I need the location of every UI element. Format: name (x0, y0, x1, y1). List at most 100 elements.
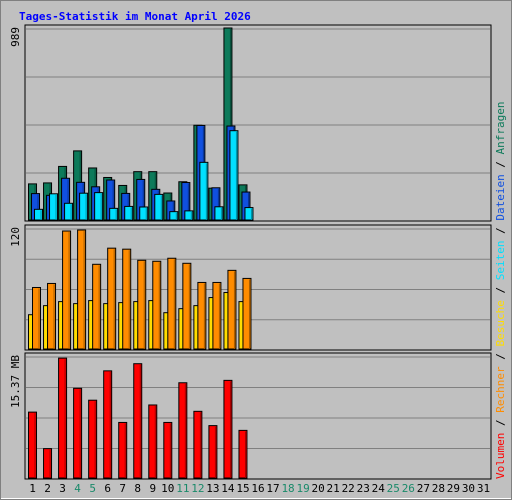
x-axis-day-labels: 1 2 3 4 5 6 7 8 9 10 11 12 13 14 15 16 17 18 19 20 21 22 23 24 2… (29, 482, 490, 495)
x-tick-label-15: 15 (236, 482, 249, 495)
bar-volumen-day-2 (43, 448, 53, 479)
x-tick-label-3: 3 (59, 482, 66, 495)
chart-panels: 989 120 15.37 MB (9, 24, 492, 480)
bar-seiten-day-8 (139, 206, 149, 221)
y-axis-max-label: 989 (9, 27, 22, 47)
bar-rechner-day-14 (227, 269, 237, 350)
x-tick-label-16: 16 (251, 482, 264, 495)
bar-seiten-day-2 (49, 193, 59, 221)
bar-rechner-day-11 (182, 262, 192, 350)
legend-text: Volumen / Rechner / Besuche / Seiten / D… (494, 101, 507, 479)
bar-seiten-day-9 (154, 193, 164, 221)
panel-bottom: 15.37 MB (9, 352, 492, 480)
x-tick-label-22: 22 (342, 482, 355, 495)
bar-volumen-day-14 (223, 379, 233, 479)
bar-volumen-day-8 (133, 363, 143, 479)
bar-seiten-day-10 (169, 211, 179, 221)
bar-volumen-day-12 (193, 410, 203, 479)
bar-seiten-day-1 (34, 208, 44, 221)
legend-item: Rechner (494, 366, 507, 413)
x-tick-label-8: 8 (134, 482, 141, 495)
x-tick-label-4: 4 (74, 482, 81, 495)
x-tick-label-12: 12 (191, 482, 204, 495)
x-tick-label-24: 24 (372, 482, 386, 495)
x-tick-label-26: 26 (402, 482, 415, 495)
x-tick-label-13: 13 (206, 482, 219, 495)
bar-rechner-day-8 (137, 259, 147, 350)
bar-volumen-day-15 (238, 429, 248, 479)
bar-volumen-day-7 (118, 421, 128, 479)
x-tick-label-14: 14 (221, 482, 235, 495)
bar-seiten-day-14 (229, 130, 239, 221)
legend-item: / (494, 347, 507, 367)
bar-seiten-day-11 (184, 210, 194, 221)
legend-item: / (494, 413, 507, 433)
x-tick-label-9: 9 (149, 482, 156, 495)
bar-volumen-day-6 (103, 370, 113, 479)
bar-seiten-day-4 (79, 192, 89, 221)
panel-frame (24, 352, 492, 480)
bar-rechner-day-9 (152, 260, 162, 350)
bar-seiten-day-5 (94, 192, 104, 221)
panel-frame (24, 224, 492, 351)
legend-item: Besuche (494, 300, 507, 346)
bar-seiten-day-13 (214, 206, 224, 221)
bar-volumen-day-5 (88, 399, 98, 479)
legend-item: / (494, 154, 507, 174)
x-tick-label-7: 7 (119, 482, 126, 495)
bar-seiten-day-6 (109, 207, 119, 221)
x-tick-label-11: 11 (176, 482, 189, 495)
bar-volumen-day-10 (163, 421, 173, 479)
x-tick-label-25: 25 (387, 482, 400, 495)
x-tick-label-27: 27 (417, 482, 430, 495)
panel-middle: 120 (9, 224, 492, 351)
bar-rechner-day-1 (32, 286, 42, 350)
bar-rechner-day-5 (92, 263, 102, 350)
x-tick-label-1: 1 (29, 482, 36, 495)
legend-item: Dateien (494, 174, 507, 220)
bar-volumen-day-4 (73, 387, 83, 479)
bar-volumen-day-9 (148, 404, 158, 479)
legend-item: / (494, 221, 507, 241)
x-tick-label-5: 5 (89, 482, 96, 495)
chart-title: Tages-Statistik im Monat April 2026 (19, 10, 251, 23)
x-tick-label-18: 18 (281, 482, 294, 495)
bar-seiten-day-7 (124, 205, 134, 221)
y-axis-max-label: 120 (9, 227, 22, 247)
legend-item: Seiten (494, 241, 507, 281)
bar-seiten-day-3 (64, 202, 74, 221)
x-tick-label-30: 30 (462, 482, 475, 495)
bar-rechner-day-15 (242, 277, 252, 350)
x-tick-label-10: 10 (161, 482, 174, 495)
legend-item: / (494, 280, 507, 300)
y-axis-max-label: 15.37 MB (9, 355, 22, 408)
bar-rechner-day-13 (212, 281, 222, 350)
bar-rechner-day-6 (107, 247, 117, 350)
bar-rechner-day-7 (122, 248, 132, 350)
x-tick-label-23: 23 (357, 482, 370, 495)
bar-rechner-day-3 (62, 230, 72, 350)
bar-seiten-day-15 (244, 207, 254, 221)
bar-volumen-day-1 (28, 411, 38, 479)
panel-top: 989 (9, 24, 492, 222)
panel-frame (24, 24, 492, 222)
legend-item: Anfragen (494, 101, 507, 154)
bar-volumen-day-11 (178, 382, 188, 479)
bar-rechner-day-10 (167, 257, 177, 350)
bar-rechner-day-12 (197, 281, 207, 350)
legend-item: Volumen (494, 433, 507, 479)
x-tick-label-19: 19 (296, 482, 309, 495)
bar-seiten-day-12 (199, 161, 209, 221)
bar-volumen-day-13 (208, 425, 218, 479)
x-tick-label-29: 29 (447, 482, 460, 495)
x-tick-label-28: 28 (432, 482, 445, 495)
x-tick-label-31: 31 (477, 482, 490, 495)
right-legend: Volumen / Rechner / Besuche / Seiten / D… (494, 101, 507, 479)
x-tick-label-2: 2 (44, 482, 51, 495)
bar-volumen-day-3 (58, 357, 68, 479)
bar-rechner-day-2 (47, 282, 57, 350)
x-tick-label-20: 20 (312, 482, 325, 495)
x-tick-label-6: 6 (104, 482, 111, 495)
bar-rechner-day-4 (77, 229, 87, 350)
